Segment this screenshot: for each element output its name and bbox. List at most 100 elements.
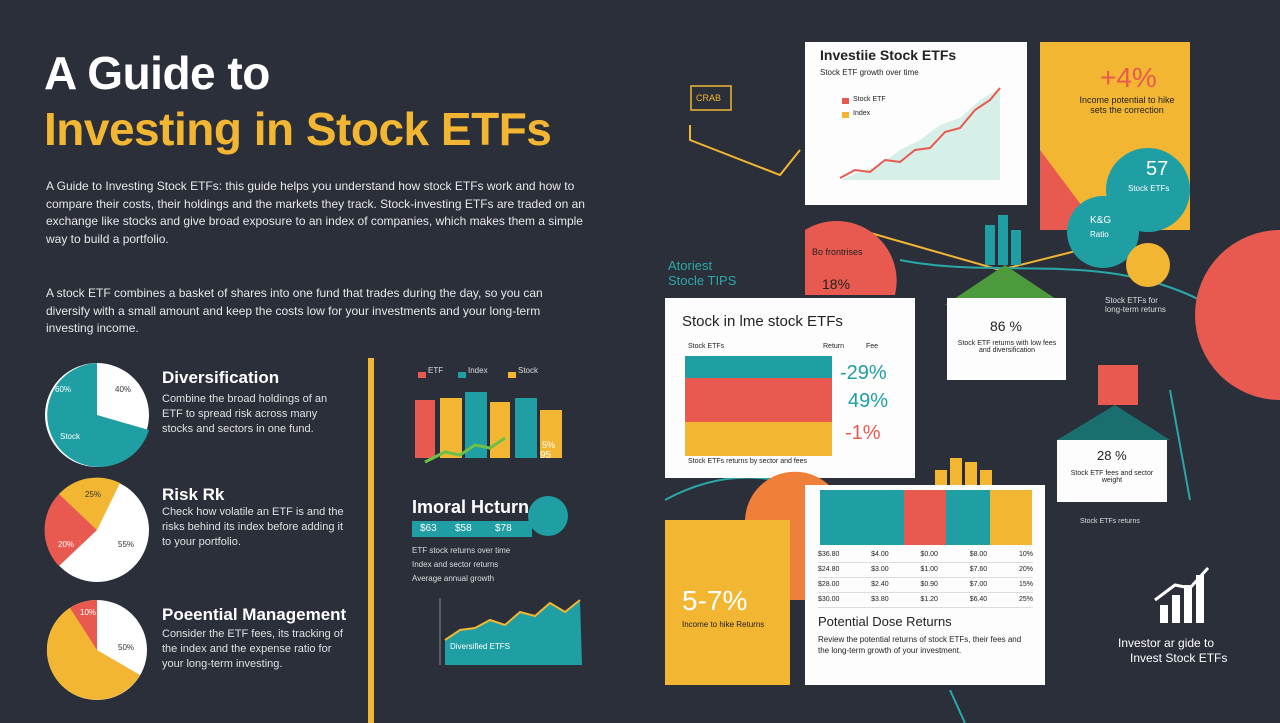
pie-label: 55%: [118, 540, 135, 549]
shape: [1169, 389, 1191, 501]
box-text: Stock ETF returns with low fees and dive…: [957, 340, 1057, 354]
table-cell: $30.00: [818, 596, 840, 603]
table-cell: $0.90: [920, 581, 938, 588]
shape: [842, 98, 849, 104]
table-big: -29%: [840, 362, 887, 384]
section-heading: Risk Rk: [162, 485, 225, 504]
shape: [1160, 605, 1168, 623]
tips: Atoriest: [668, 258, 713, 273]
shape: [415, 400, 435, 458]
footer-icon: [1154, 566, 1210, 623]
returns-line: Index and sector returns: [412, 560, 499, 569]
section-heading: Poeential Management: [162, 605, 347, 624]
shape: [965, 462, 977, 490]
table-row: $30.00 $3.80 $1.20 $6.40 25%: [818, 593, 1033, 608]
pie-label: 40%: [115, 385, 132, 394]
shape: [515, 398, 537, 458]
strip-label: $58: [455, 523, 472, 534]
section-text: Combine the broad holdings of an ETF to …: [162, 393, 328, 435]
box-card: [947, 298, 1066, 380]
pie-management: [46, 599, 147, 700]
table-head: Stock ETFs: [688, 343, 725, 350]
shape: [985, 225, 995, 265]
card-text: Income to hike Returns: [682, 620, 765, 629]
small-note: Stock ETFs returns: [1080, 518, 1140, 525]
pie-label: 60%: [55, 385, 72, 394]
pie-label: 20%: [58, 540, 75, 549]
intro-paragraph: A stock ETF combines a basket of shares …: [46, 286, 543, 335]
shape: [1184, 585, 1192, 623]
card-title: Stock in lme stock ETFs: [682, 313, 843, 330]
pie-label: 25%: [85, 490, 102, 499]
box-text: Stock ETF fees and sector weight: [1070, 470, 1154, 484]
section-text: Consider the ETF fees, its tracking of t…: [162, 628, 343, 670]
shape: [490, 402, 510, 458]
shape: [508, 372, 516, 378]
table-cell: $7.00: [969, 581, 988, 588]
table-head: Return: [823, 343, 845, 350]
section-heading: Diversification: [162, 368, 280, 387]
shape: [1196, 575, 1204, 623]
shape: [945, 265, 1065, 305]
table-cell: $6.40: [969, 596, 988, 603]
card-text: Review the potential returns of stock ET…: [818, 635, 1022, 655]
shape: [689, 125, 801, 177]
shape: [1154, 566, 1210, 602]
circle-number: 57: [1146, 158, 1169, 180]
intro-paragraph: A Guide to Investing Stock ETFs: this gu…: [46, 179, 585, 246]
shape: [842, 112, 849, 118]
card-subtitle: Stock ETF growth over time: [820, 68, 919, 77]
table-cell: $8.00: [969, 551, 988, 558]
shape: [458, 372, 466, 378]
shape: [685, 422, 832, 456]
table-cell: $3.00: [871, 566, 889, 573]
table-cell: 20%: [1018, 566, 1033, 573]
pie-label: 50%: [118, 643, 135, 652]
yellow-card: [665, 520, 790, 685]
table-cell: $4.00: [871, 551, 889, 558]
shape: [1011, 230, 1021, 265]
legend-item: Index: [853, 110, 871, 117]
shape: [465, 392, 487, 458]
divider: [368, 358, 374, 723]
shape: [47, 363, 149, 467]
box-card: [1057, 440, 1167, 502]
shape: [685, 356, 832, 378]
shape: [1057, 405, 1170, 440]
table-cell: $0.00: [920, 551, 938, 558]
circle-text: Stock ETFs: [1128, 184, 1170, 193]
pie-risk: [44, 477, 149, 582]
table-cell: $3.80: [871, 596, 889, 603]
shape: [46, 599, 140, 700]
table-foot: Stock ETFs returns by sector and fees: [688, 458, 808, 465]
table-big: -1%: [845, 422, 881, 444]
pie-diversification: [45, 363, 149, 467]
table-row: $24.80 $3.00 $1.00 $7.60 20%: [818, 563, 1033, 578]
box-value: 28 %: [1097, 448, 1127, 463]
area-chart: [439, 598, 582, 665]
footer-text: Invest Stock ETFs: [1130, 651, 1228, 665]
card-title: Potential Dose Returns: [818, 614, 952, 629]
shape: [946, 490, 990, 545]
tips: Stocle TIPS: [668, 273, 737, 288]
title-line-2: Investing in Stock ETFs: [44, 103, 552, 155]
shape: [1172, 595, 1180, 623]
shape: [904, 490, 946, 545]
strip-label: $63: [420, 523, 437, 534]
crab-box: [690, 85, 732, 111]
table-row: $28.00 $2.40 $0.90 $7.00 15%: [818, 578, 1033, 593]
strip-label: $78: [495, 523, 512, 534]
shape: [424, 436, 506, 464]
big-number: 5-7%: [682, 585, 748, 616]
shape: [685, 400, 832, 422]
returns-strip: [412, 521, 532, 537]
returns-line: Average annual growth: [412, 574, 495, 583]
circle-label: Ratio: [1090, 230, 1109, 239]
shape: [685, 378, 832, 400]
city: [985, 215, 1021, 265]
pie-label: Stock: [60, 432, 81, 441]
shape: [540, 410, 562, 458]
semi-value: 18%: [822, 276, 851, 292]
table-cell: 25%: [1018, 596, 1033, 603]
